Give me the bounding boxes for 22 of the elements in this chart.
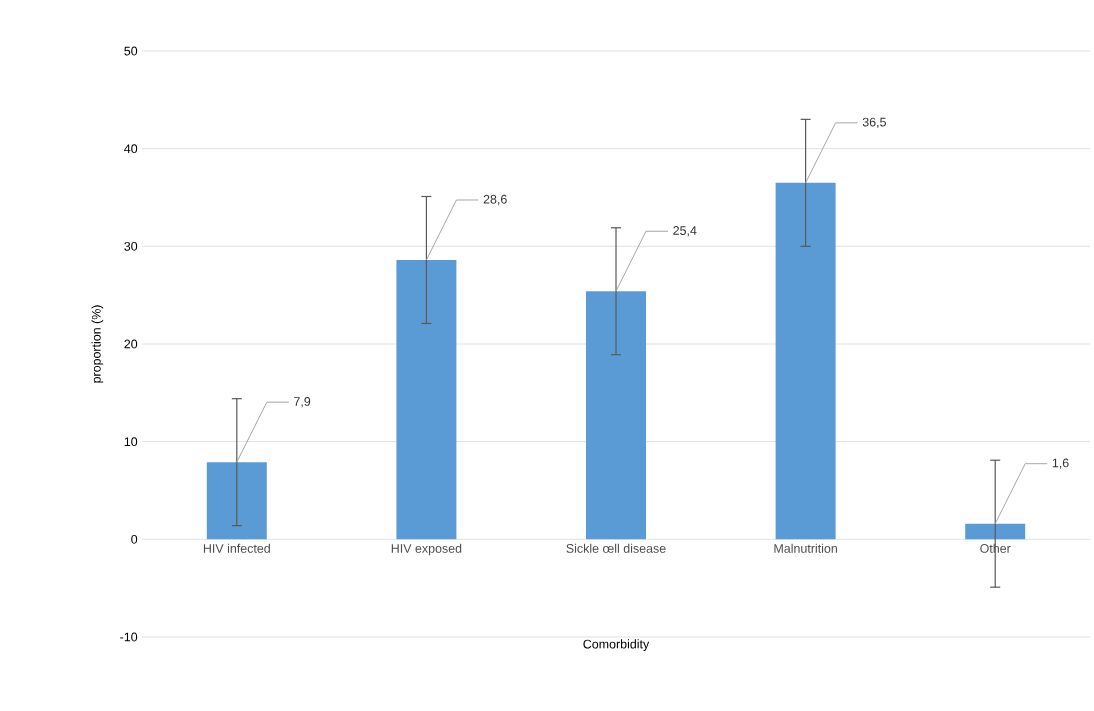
bar bbox=[586, 291, 647, 540]
data-label: 25,4 bbox=[673, 226, 697, 237]
bar bbox=[965, 523, 1026, 540]
y-tick-label: 30 bbox=[124, 241, 138, 251]
data-label: 28,6 bbox=[483, 194, 507, 206]
x-tick-label: Sickle œll disease bbox=[566, 543, 666, 553]
y-axis-title: proportion (%) bbox=[91, 305, 104, 383]
bar bbox=[775, 182, 836, 540]
x-axis-title: Comorbidity bbox=[583, 639, 650, 651]
x-tick-label: Malnutrition bbox=[774, 543, 837, 553]
y-tick-label: 10 bbox=[124, 437, 138, 447]
y-tick-label: -10 bbox=[120, 632, 138, 642]
x-tick-label: HIV exposed bbox=[391, 543, 462, 556]
y-tick-label: 20 bbox=[124, 339, 138, 349]
x-tick-label: HIV infected bbox=[203, 543, 270, 553]
data-label: 36,5 bbox=[862, 117, 886, 128]
y-tick-label: 0 bbox=[131, 534, 138, 544]
bar bbox=[396, 259, 457, 540]
y-tick-label: 50 bbox=[124, 46, 138, 56]
data-label: 1,6 bbox=[1052, 458, 1069, 469]
data-label: 7,9 bbox=[294, 397, 311, 408]
y-tick-label: 40 bbox=[124, 144, 138, 154]
